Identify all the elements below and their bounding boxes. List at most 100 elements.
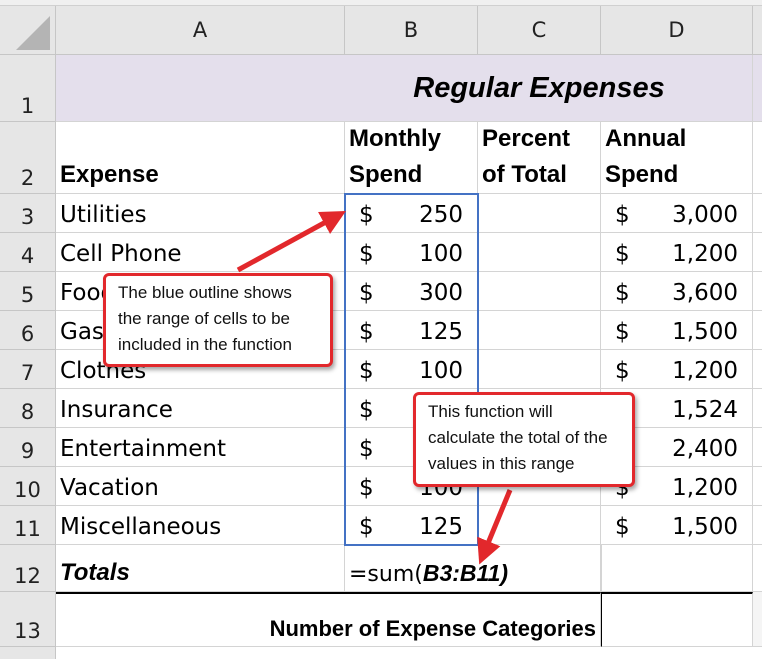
cell-b4-monthly[interactable]: $100 xyxy=(345,233,478,272)
cell-d11-annual[interactable]: $1,500 xyxy=(601,506,753,545)
row-header-3[interactable]: 3 xyxy=(0,194,56,233)
monthly-value: 125 xyxy=(419,514,463,540)
cell-a13-c13-merged[interactable]: Number of Expense Categories xyxy=(56,592,601,647)
cell-b7-monthly[interactable]: $100 xyxy=(345,350,478,389)
cell-a2-expense-header[interactable]: Expense xyxy=(56,122,345,194)
currency-symbol: $ xyxy=(359,436,374,462)
title-row-cell[interactable]: Regular Expenses xyxy=(56,55,753,122)
select-all-corner[interactable] xyxy=(0,6,56,55)
currency-symbol: $ xyxy=(359,514,374,540)
annual-value: 3,600 xyxy=(672,280,738,306)
cell-d5-annual[interactable]: $3,600 xyxy=(601,272,753,311)
column-header-b[interactable]: B xyxy=(345,6,478,55)
cell-c4-percent[interactable] xyxy=(478,233,601,272)
cell-d4-annual[interactable]: $1,200 xyxy=(601,233,753,272)
annual-value: 1,200 xyxy=(672,241,738,267)
cell-b3-monthly[interactable]: $250 xyxy=(345,194,478,233)
cell-e1[interactable] xyxy=(753,55,762,122)
row-header-2[interactable]: 2 xyxy=(0,122,56,194)
expense-name: Utilities xyxy=(60,202,147,228)
cell-c12[interactable] xyxy=(478,545,601,592)
currency-symbol: $ xyxy=(359,280,374,306)
row-header-10[interactable]: 10 xyxy=(0,467,56,506)
cell-c7-percent[interactable] xyxy=(478,350,601,389)
callout-range-text: The blue outline shows the range of cell… xyxy=(118,283,292,354)
percent-header-line1: Percent xyxy=(482,125,571,152)
expense-name: Cell Phone xyxy=(60,241,182,267)
expense-name: Miscellaneous xyxy=(60,514,222,540)
cell-c2-percent-header[interactable]: Percent of Total xyxy=(478,122,601,194)
currency-symbol: $ xyxy=(359,241,374,267)
cell-e5[interactable] xyxy=(753,272,762,311)
cell-a11-expense-name[interactable]: Miscellaneous xyxy=(56,506,345,545)
currency-symbol: $ xyxy=(359,358,374,384)
currency-symbol: $ xyxy=(615,241,630,267)
column-header-e[interactable] xyxy=(753,6,762,55)
column-header-c[interactable]: C xyxy=(478,6,601,55)
annual-value: 1,200 xyxy=(672,358,738,384)
cell-d7-annual[interactable]: $1,200 xyxy=(601,350,753,389)
cell-e4[interactable] xyxy=(753,233,762,272)
cell-c6-percent[interactable] xyxy=(478,311,601,350)
cell-b2-monthly-header[interactable]: Monthly Spend xyxy=(345,122,478,194)
cell-d2-annual-header[interactable]: Annual Spend xyxy=(601,122,753,194)
cell-d10-annual[interactable]: $1,200 xyxy=(601,467,753,506)
row-header-4[interactable]: 4 xyxy=(0,233,56,272)
cell-a9-expense-name[interactable]: Entertainment xyxy=(56,428,345,467)
cell-c11-percent[interactable] xyxy=(478,506,601,545)
cell-e13[interactable] xyxy=(753,592,762,647)
annual-header-line2: Spend xyxy=(605,161,679,188)
annual-value: 3,000 xyxy=(672,202,738,228)
cell-e11[interactable] xyxy=(753,506,762,545)
expense-name: Gas xyxy=(60,319,104,345)
row-header-14[interactable] xyxy=(0,647,56,659)
cell-a4-expense-name[interactable]: Cell Phone xyxy=(56,233,345,272)
row-header-6[interactable]: 6 xyxy=(0,311,56,350)
row-header-12[interactable]: 12 xyxy=(0,545,56,592)
monthly-value: 125 xyxy=(419,319,463,345)
row-header-1[interactable]: 1 xyxy=(0,55,56,122)
cell-a3-expense-name[interactable]: Utilities xyxy=(56,194,345,233)
cell-e12[interactable] xyxy=(753,545,762,592)
cell-e6[interactable] xyxy=(753,311,762,350)
select-all-triangle-icon xyxy=(16,16,50,50)
cell-c3-percent[interactable] xyxy=(478,194,601,233)
callout-range-explanation: The blue outline shows the range of cell… xyxy=(103,273,333,367)
cell-d6-annual[interactable]: $1,500 xyxy=(601,311,753,350)
monthly-value: 100 xyxy=(419,358,463,384)
column-header-d[interactable]: D xyxy=(601,6,753,55)
cell-b5-monthly[interactable]: $300 xyxy=(345,272,478,311)
cell-e10[interactable] xyxy=(753,467,762,506)
cell-e9[interactable] xyxy=(753,428,762,467)
cell-b11-monthly[interactable]: $125 xyxy=(345,506,478,545)
currency-symbol: $ xyxy=(359,202,374,228)
cell-e8[interactable] xyxy=(753,389,762,428)
column-header-a[interactable]: A xyxy=(56,6,345,55)
cell-c5-percent[interactable] xyxy=(478,272,601,311)
cell-e7[interactable] xyxy=(753,350,762,389)
cell-b6-monthly[interactable]: $125 xyxy=(345,311,478,350)
cell-d3-annual[interactable]: $3,000 xyxy=(601,194,753,233)
cell-a8-expense-name[interactable]: Insurance xyxy=(56,389,345,428)
row-header-9[interactable]: 9 xyxy=(0,428,56,467)
monthly-value: 100 xyxy=(419,241,463,267)
row-header-5[interactable]: 5 xyxy=(0,272,56,311)
currency-symbol: $ xyxy=(359,319,374,345)
row-header-13[interactable]: 13 xyxy=(0,592,56,647)
cell-e3[interactable] xyxy=(753,194,762,233)
callout-function-explanation: This function will calculate the total o… xyxy=(413,392,635,487)
number-of-categories-label: Number of Expense Categories xyxy=(269,616,596,641)
cell-b12-formula[interactable]: =sum(B3:B11) xyxy=(345,545,508,592)
cell-a10-expense-name[interactable]: Vacation xyxy=(56,467,345,506)
cell-d13[interactable] xyxy=(601,592,753,647)
row-header-8[interactable]: 8 xyxy=(0,389,56,428)
row-header-7[interactable]: 7 xyxy=(0,350,56,389)
row-14-partial[interactable] xyxy=(56,647,762,659)
cell-a12-totals-label[interactable]: Totals xyxy=(56,545,345,592)
cell-e2[interactable] xyxy=(753,122,762,194)
annual-value: 1,500 xyxy=(672,514,738,540)
cell-d12[interactable] xyxy=(601,545,753,592)
row-header-11[interactable]: 11 xyxy=(0,506,56,545)
percent-header-line2: of Total xyxy=(482,161,567,188)
currency-symbol: $ xyxy=(359,475,374,501)
